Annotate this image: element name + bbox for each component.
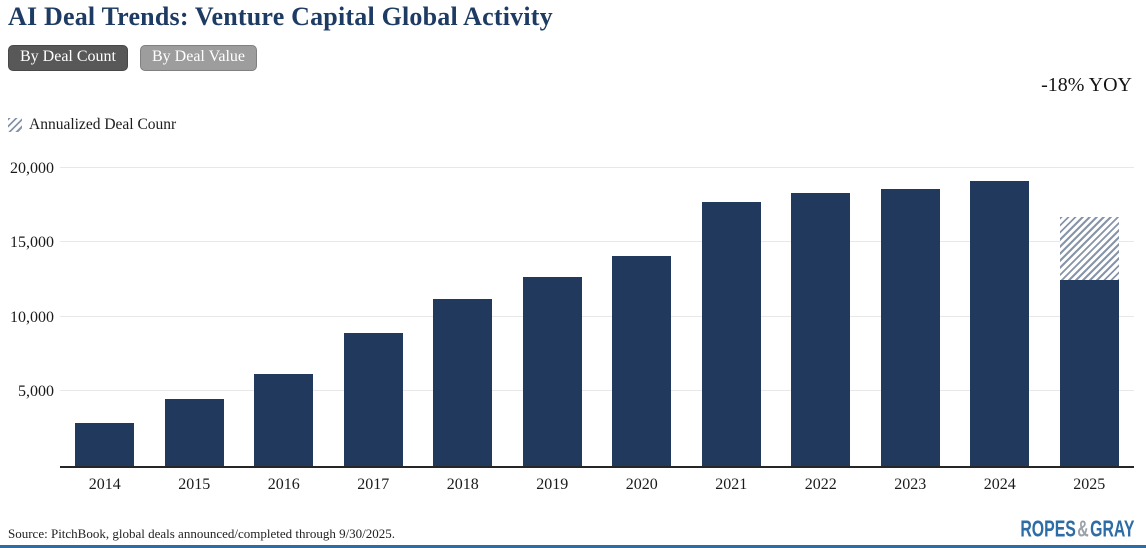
legend-label: Annualized Deal Counr (29, 116, 177, 133)
bar-2016 (254, 373, 314, 466)
gridline-5000 (60, 390, 1134, 392)
legend: Annualized Deal Counr (8, 116, 176, 134)
bar-2021 (701, 202, 761, 466)
x-axis-tick-label: 2017 (357, 476, 390, 493)
bar-2019 (522, 276, 582, 466)
gridline-15000 (60, 241, 1134, 243)
x-axis-tick-label: 2020 (625, 476, 658, 493)
logo-ropes: ROPES (1019, 515, 1076, 542)
bar-2024 (970, 181, 1030, 466)
bar-2017 (343, 333, 403, 466)
view-toggle-group: By Deal Count By Deal Value (8, 45, 265, 71)
logo-ampersand: & (1076, 515, 1089, 542)
bar-2022 (791, 193, 851, 466)
x-axis-tick-label: 2022 (804, 476, 837, 493)
bottom-accent-bar (0, 545, 1146, 548)
x-axis-tick-label: 2016 (267, 476, 300, 493)
y-axis-tick-label: 10,000 (10, 308, 54, 326)
bar-2018 (433, 299, 493, 466)
y-axis-tick-label: 15,000 (10, 234, 54, 252)
x-axis-tick-label: 2025 (1073, 476, 1106, 493)
source-note: Source: PitchBook, global deals announce… (8, 526, 396, 541)
x-axis-tick-label: 2021 (715, 476, 748, 493)
y-axis-tick-label: 5,000 (18, 383, 54, 401)
gridline-10000 (60, 315, 1134, 317)
bar-2020 (612, 255, 672, 466)
x-axis-tick-label: 2023 (894, 476, 927, 493)
bar-chart-plot-area: 5,000 10,000 15,000 20,000 2014 2015 2016 2017 2… (10, 155, 1134, 493)
x-axis-tick-label: 2015 (178, 476, 211, 493)
y-axis-tick-label: 20,000 (10, 159, 54, 177)
x-axis-tick-label: 2019 (536, 476, 569, 493)
yoy-annotation: -18% YOY (1041, 74, 1132, 96)
page-title: AI Deal Trends: Venture Capital Global A… (8, 2, 553, 31)
x-axis-tick-label: 2018 (446, 476, 479, 493)
ropes-gray-logo: ROPES&GRAY (1020, 515, 1134, 542)
x-axis-tick-label: 2014 (88, 476, 121, 493)
bar-2023 (880, 188, 940, 466)
gridline-20000 (60, 166, 1134, 168)
by-deal-value-button[interactable]: By Deal Value (140, 45, 258, 71)
bar-annualized-2025 (1059, 217, 1119, 466)
bar-2025 (1059, 279, 1119, 466)
annualized-hatch-swatch (8, 118, 22, 132)
bar-2015 (164, 398, 224, 466)
x-axis-tick-label: 2024 (983, 476, 1016, 493)
logo-gray: GRAY (1089, 515, 1134, 542)
by-deal-count-button[interactable]: By Deal Count (8, 45, 128, 71)
bar-2014 (75, 422, 135, 466)
